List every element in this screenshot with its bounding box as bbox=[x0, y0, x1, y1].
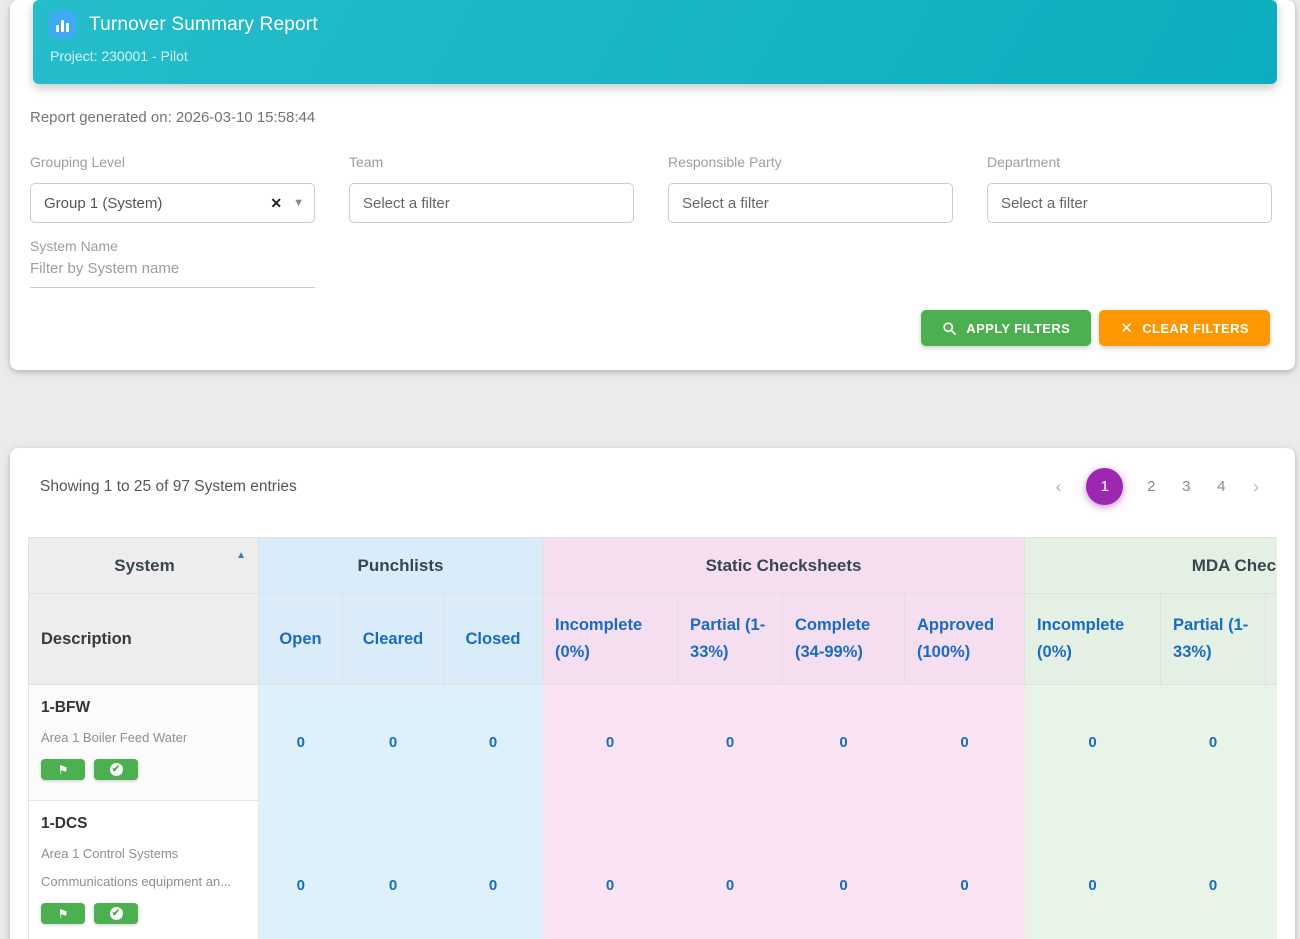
check-badge[interactable]: ✔ bbox=[94, 903, 138, 924]
grouping-level-select[interactable]: Group 1 (System) ✕ ▼ bbox=[30, 183, 315, 223]
project-subtitle: Project: 230001 - Pilot bbox=[50, 48, 188, 64]
check-circle-icon: ✔ bbox=[109, 763, 123, 776]
filter-responsible-party: Responsible Party bbox=[668, 154, 953, 223]
page-button-active[interactable]: 1 bbox=[1086, 468, 1124, 505]
column-header-description: Description bbox=[28, 593, 259, 685]
page-title: Turnover Summary Report bbox=[89, 13, 318, 35]
responsible-party-field-box[interactable] bbox=[668, 183, 953, 223]
value-cell-static-incomplete: 0 bbox=[542, 684, 678, 801]
system-description-secondary: Communications equipment an... bbox=[41, 874, 232, 889]
column-header-closed[interactable]: Closed bbox=[442, 593, 544, 685]
column-header-open[interactable]: Open bbox=[258, 593, 343, 685]
value-cell-static-partial: 0 bbox=[677, 800, 783, 939]
value-cell-static-approved: 0 bbox=[904, 800, 1025, 939]
column-header-static-approved[interactable]: Approved (100%) bbox=[904, 593, 1026, 685]
value-cell-static-incomplete: 0 bbox=[542, 800, 678, 939]
value-cell-cleared: 0 bbox=[342, 684, 444, 801]
sort-ascending-icon: ▲ bbox=[236, 550, 246, 561]
responsible-party-label: Responsible Party bbox=[668, 154, 782, 170]
system-cell: 1-BFW Area 1 Boiler Feed Water ⚑ ✔ bbox=[28, 684, 259, 801]
column-header-system[interactable]: System ▲ bbox=[28, 537, 259, 594]
column-header-mda-incomplete[interactable]: Incomplete (0%) bbox=[1024, 593, 1162, 685]
filter-grouping-level: Grouping Level Group 1 (System) ✕ ▼ bbox=[30, 154, 315, 223]
check-circle-icon: ✔ bbox=[109, 907, 123, 920]
clear-filters-label: CLEAR FILTERS bbox=[1142, 320, 1249, 336]
group-header-mda-checksheets: MDA Checksheets bbox=[1024, 537, 1277, 594]
table-row: 1-BFW Area 1 Boiler Feed Water ⚑ ✔ 0 0 0… bbox=[28, 684, 1277, 801]
previous-page-icon[interactable]: ‹ bbox=[1055, 476, 1062, 496]
report-generated-timestamp: Report generated on: 2026-03-10 15:58:44 bbox=[30, 109, 316, 126]
value-cell-mda-partial: 0 bbox=[1160, 684, 1266, 801]
page-button[interactable]: 4 bbox=[1217, 478, 1226, 495]
responsible-party-input[interactable] bbox=[682, 194, 942, 212]
filter-team: Team bbox=[349, 154, 634, 223]
system-name: 1-BFW bbox=[41, 699, 91, 716]
group-header-static-checksheets: Static Checksheets bbox=[542, 537, 1026, 594]
page-button[interactable]: 2 bbox=[1147, 478, 1156, 495]
flag-icon: ⚑ bbox=[57, 762, 69, 777]
team-field-box[interactable] bbox=[349, 183, 634, 223]
system-description: Area 1 Boiler Feed Water bbox=[41, 730, 188, 745]
department-input[interactable] bbox=[1001, 194, 1261, 212]
grouping-level-label: Grouping Level bbox=[30, 154, 125, 170]
system-description: Area 1 Control Systems bbox=[41, 846, 179, 861]
flag-badge[interactable]: ⚑ bbox=[41, 903, 85, 924]
column-header-static-partial[interactable]: Partial (1-33%) bbox=[677, 593, 784, 685]
results-card: Showing 1 to 25 of 97 System entries ‹ 1… bbox=[10, 448, 1295, 939]
check-badge[interactable]: ✔ bbox=[94, 759, 138, 780]
value-cell-closed: 0 bbox=[443, 684, 543, 801]
group-header-punchlists: Punchlists bbox=[257, 537, 544, 594]
column-header-mda-clipped bbox=[1265, 593, 1277, 685]
value-cell-static-complete: 0 bbox=[782, 800, 905, 939]
next-page-icon[interactable]: › bbox=[1253, 476, 1259, 496]
close-icon: ✕ bbox=[1120, 320, 1134, 337]
flag-icon: ⚑ bbox=[57, 906, 69, 921]
team-label: Team bbox=[349, 154, 384, 170]
flag-badge[interactable]: ⚑ bbox=[41, 759, 85, 780]
column-header-mda-partial[interactable]: Partial (1-33%) bbox=[1160, 593, 1267, 685]
value-cell-open: 0 bbox=[258, 800, 343, 939]
clear-selection-icon[interactable]: ✕ bbox=[270, 194, 283, 211]
value-cell-closed: 0 bbox=[443, 800, 543, 939]
value-cell-static-partial: 0 bbox=[677, 684, 783, 801]
grouping-level-value: Group 1 (System) bbox=[44, 194, 163, 212]
column-header-static-complete[interactable]: Complete (34-99%) bbox=[782, 593, 906, 685]
column-header-cleared[interactable]: Cleared bbox=[342, 593, 444, 685]
page-button[interactable]: 3 bbox=[1182, 478, 1191, 495]
chevron-down-icon[interactable]: ▼ bbox=[293, 197, 304, 209]
department-label: Department bbox=[987, 154, 1061, 170]
department-field-box[interactable] bbox=[987, 183, 1272, 223]
value-cell-open: 0 bbox=[258, 684, 343, 801]
system-name-label: System Name bbox=[30, 238, 118, 254]
search-icon bbox=[943, 321, 957, 335]
table-row: 1-DCS Area 1 Control Systems Communicati… bbox=[28, 800, 1277, 939]
column-header-static-incomplete[interactable]: Incomplete (0%) bbox=[542, 593, 679, 685]
filter-department: Department bbox=[987, 154, 1272, 223]
value-cell-clipped bbox=[1265, 684, 1277, 801]
apply-filters-button[interactable]: APPLY FILTERS bbox=[921, 310, 1092, 346]
value-cell-static-approved: 0 bbox=[904, 684, 1025, 801]
clear-filters-button[interactable]: ✕ CLEAR FILTERS bbox=[1099, 310, 1270, 346]
system-cell: 1-DCS Area 1 Control Systems Communicati… bbox=[28, 800, 259, 939]
summary-table-viewport: System ▲ Punchlists Static Checksheets M… bbox=[28, 537, 1277, 939]
value-cell-static-complete: 0 bbox=[782, 684, 905, 801]
value-cell-mda-incomplete: 0 bbox=[1024, 800, 1161, 939]
value-cell-mda-incomplete: 0 bbox=[1024, 684, 1161, 801]
apply-filters-label: APPLY FILTERS bbox=[966, 320, 1071, 336]
filters-card: Turnover Summary Report Project: 230001 … bbox=[10, 0, 1295, 370]
value-cell-cleared: 0 bbox=[342, 800, 444, 939]
system-name-input[interactable] bbox=[30, 254, 315, 288]
value-cell-clipped bbox=[1265, 800, 1277, 939]
system-name: 1-DCS bbox=[41, 815, 88, 832]
report-banner: Turnover Summary Report Project: 230001 … bbox=[33, 0, 1277, 84]
filter-system-name: System Name bbox=[30, 238, 315, 288]
bar-chart-icon bbox=[49, 11, 76, 38]
pagination: ‹ 1 2 3 4 › bbox=[1052, 468, 1263, 505]
turnover-summary-table: System ▲ Punchlists Static Checksheets M… bbox=[28, 537, 1277, 939]
team-input[interactable] bbox=[363, 194, 623, 212]
value-cell-mda-partial: 0 bbox=[1160, 800, 1266, 939]
results-summary: Showing 1 to 25 of 97 System entries bbox=[40, 477, 297, 495]
